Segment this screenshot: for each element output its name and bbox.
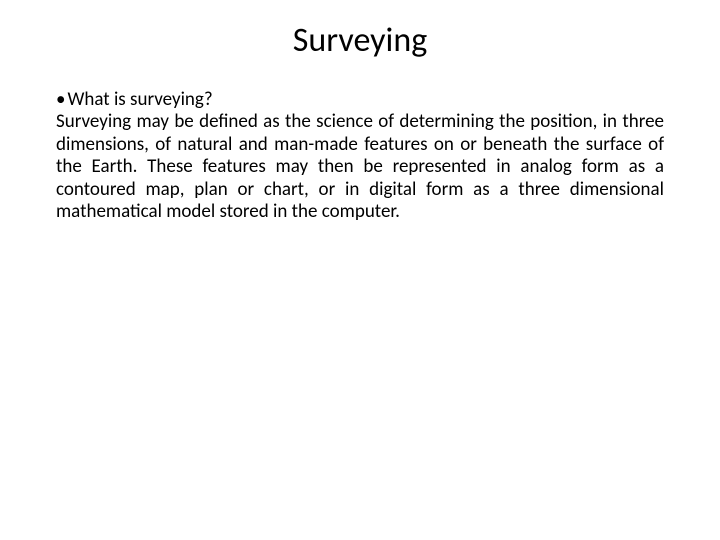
slide-body: •What is surveying? Surveying may be def… — [56, 89, 664, 223]
body-paragraph: Surveying may be defined as the science … — [56, 111, 664, 223]
slide-title: Surveying — [56, 20, 664, 61]
slide: Surveying •What is surveying? Surveying … — [0, 0, 720, 540]
bullet-icon: • — [56, 89, 65, 111]
bullet-line: •What is surveying? — [56, 89, 664, 111]
bullet-text: What is surveying? — [67, 88, 212, 111]
